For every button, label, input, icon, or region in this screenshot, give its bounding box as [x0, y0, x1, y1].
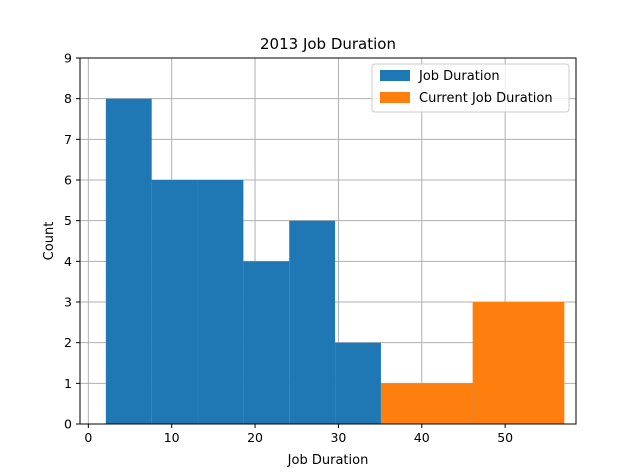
bar-series-0-bin-1	[151, 180, 198, 424]
bar-series-0-bin-5	[335, 342, 381, 424]
legend-swatch-job-duration	[380, 70, 410, 81]
bar-series-0-bin-2	[197, 180, 244, 424]
plot-frame	[79, 57, 577, 425]
y-tick-label-7: 7	[64, 132, 72, 147]
x-tick-label-10: 10	[164, 430, 180, 445]
bar-series-0-bin-4	[289, 220, 336, 424]
chart-title: 2013 Job Duration	[260, 35, 396, 53]
bar-series-0-bin-3	[243, 261, 290, 424]
y-tick-label-5: 5	[64, 213, 72, 228]
legend-box	[371, 63, 570, 113]
bar-series-1-bin-1	[472, 302, 565, 424]
legend: Job Duration Current Job Duration	[371, 63, 570, 113]
x-axis-ticks: 0 10 20 30 40 50	[84, 424, 513, 445]
y-tick-label-1: 1	[64, 376, 72, 391]
legend-swatch-current-job-duration	[380, 92, 410, 103]
x-tick-label-40: 40	[414, 430, 430, 445]
legend-label-current-job-duration: Current Job Duration	[419, 91, 553, 106]
y-tick-label-2: 2	[64, 335, 72, 350]
bars	[105, 98, 565, 425]
y-tick-label-6: 6	[64, 173, 72, 188]
y-axis-ticks: 0 1 2 3 4 5 6 7 8 9	[64, 51, 80, 432]
x-axis-label: Job Duration	[287, 453, 369, 468]
x-tick-label-30: 30	[330, 430, 346, 445]
y-tick-label-4: 4	[64, 254, 72, 269]
y-tick-label-8: 8	[64, 91, 72, 106]
x-tick-label-20: 20	[247, 430, 263, 445]
y-tick-label-0: 0	[64, 417, 72, 432]
x-tick-label-0: 0	[84, 430, 92, 445]
y-axis-label: Count	[42, 222, 57, 261]
y-tick-label-3: 3	[64, 295, 72, 310]
bar-series-1-bin-0	[380, 383, 473, 424]
legend-label-job-duration: Job Duration	[418, 69, 500, 84]
y-tick-label-9: 9	[64, 51, 72, 66]
bar-series-0-bin-0	[105, 98, 152, 425]
x-tick-label-50: 50	[497, 430, 513, 445]
